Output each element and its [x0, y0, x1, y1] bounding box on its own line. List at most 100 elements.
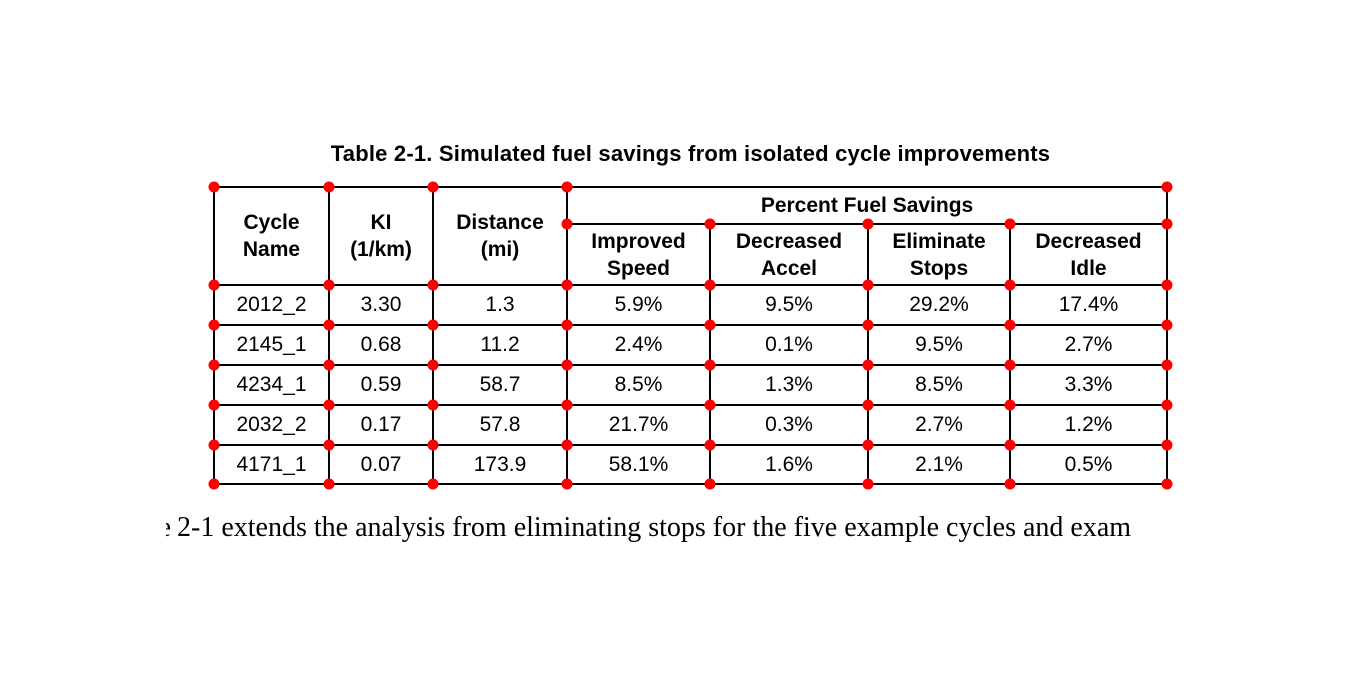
grid-handle-dot[interactable]	[427, 399, 439, 411]
cell-cycle-name: 2145_1	[213, 324, 330, 366]
cell-distance: 11.2	[432, 324, 568, 366]
grid-handle-dot[interactable]	[1004, 399, 1016, 411]
grid-handle-dot[interactable]	[323, 181, 335, 193]
cell-improved-speed: 5.9%	[566, 284, 711, 326]
cell-ki: 0.68	[328, 324, 434, 366]
fuel-savings-table: Cycle Name KI (1/km) Distance (mi) Perce…	[213, 186, 1169, 485]
cell-improved-speed: 58.1%	[566, 444, 711, 485]
grid-handle-dot[interactable]	[427, 181, 439, 193]
grid-handle-dot[interactable]	[1004, 439, 1016, 451]
table-row: 2012_2 3.30 1.3 5.9% 9.5% 29.2% 17.4%	[213, 284, 1169, 326]
grid-handle-dot[interactable]	[704, 319, 716, 331]
grid-handle-dot[interactable]	[1004, 478, 1016, 490]
grid-handle-dot[interactable]	[1161, 319, 1173, 331]
cell-eliminate-stops: 8.5%	[867, 364, 1011, 406]
grid-handle-dot[interactable]	[561, 359, 573, 371]
cell-distance: 173.9	[432, 444, 568, 485]
col-header-ki: KI (1/km)	[328, 186, 434, 286]
grid-handle-dot[interactable]	[208, 319, 220, 331]
grid-handle-dot[interactable]	[862, 218, 874, 230]
grid-handle-dot[interactable]	[427, 319, 439, 331]
grid-handle-dot[interactable]	[323, 399, 335, 411]
body-text-line: e2-1 extends the analysis from eliminati…	[166, 509, 1131, 547]
table-row: 4171_1 0.07 173.9 58.1% 1.6% 2.1% 0.5%	[213, 444, 1169, 485]
grid-handle-dot[interactable]	[1161, 399, 1173, 411]
grid-handle-dot[interactable]	[862, 399, 874, 411]
grid-handle-dot[interactable]	[208, 478, 220, 490]
grid-handle-dot[interactable]	[1004, 279, 1016, 291]
grid-handle-dot[interactable]	[427, 359, 439, 371]
grid-handle-dot[interactable]	[704, 359, 716, 371]
grid-handle-dot[interactable]	[561, 181, 573, 193]
grid-handle-dot[interactable]	[1161, 439, 1173, 451]
header-row-group: Cycle Name KI (1/km) Distance (mi) Perce…	[213, 186, 1169, 286]
grid-handle-dot[interactable]	[704, 399, 716, 411]
grid-handle-dot[interactable]	[862, 279, 874, 291]
cell-improved-speed: 21.7%	[566, 404, 711, 446]
grid-handle-dot[interactable]	[561, 218, 573, 230]
grid-handle-dot[interactable]	[704, 279, 716, 291]
grid-handle-dot[interactable]	[323, 478, 335, 490]
cell-distance: 57.8	[432, 404, 568, 446]
cell-decreased-accel: 0.1%	[709, 324, 869, 366]
grid-handle-dot[interactable]	[323, 359, 335, 371]
cell-eliminate-stops: 2.7%	[867, 404, 1011, 446]
grid-handle-dot[interactable]	[561, 319, 573, 331]
grid-handle-dot[interactable]	[561, 279, 573, 291]
cell-decreased-idle: 3.3%	[1008, 364, 1169, 406]
grid-handle-dot[interactable]	[704, 478, 716, 490]
cell-decreased-accel: 9.5%	[709, 284, 869, 326]
grid-handle-dot[interactable]	[704, 218, 716, 230]
grid-handle-dot[interactable]	[208, 279, 220, 291]
grid-handle-dot[interactable]	[1161, 359, 1173, 371]
grid-handle-dot[interactable]	[208, 181, 220, 193]
grid-handle-dot[interactable]	[862, 439, 874, 451]
grid-handle-dot[interactable]	[1161, 218, 1173, 230]
grid-handle-dot[interactable]	[323, 279, 335, 291]
cell-decreased-idle: 0.5%	[1008, 444, 1169, 485]
grid-handle-dot[interactable]	[862, 319, 874, 331]
grid-handle-dot[interactable]	[1161, 279, 1173, 291]
cell-decreased-accel: 1.6%	[709, 444, 869, 485]
table-row: 2145_1 0.68 11.2 2.4% 0.1% 9.5% 2.7%	[213, 324, 1169, 366]
grid-handle-dot[interactable]	[1004, 319, 1016, 331]
cell-ki: 0.59	[328, 364, 434, 406]
grid-handle-dot[interactable]	[1161, 478, 1173, 490]
cell-distance: 58.7	[432, 364, 568, 406]
grid-handle-dot[interactable]	[323, 319, 335, 331]
cell-cycle-name: 4234_1	[213, 364, 330, 406]
cell-eliminate-stops: 29.2%	[867, 284, 1011, 326]
grid-handle-dot[interactable]	[862, 359, 874, 371]
grid-handle-dot[interactable]	[704, 439, 716, 451]
cell-decreased-idle: 17.4%	[1008, 284, 1169, 326]
cell-decreased-idle: 2.7%	[1008, 324, 1169, 366]
grid-handle-dot[interactable]	[427, 279, 439, 291]
table-row: 4234_1 0.59 58.7 8.5% 1.3% 8.5% 3.3%	[213, 364, 1169, 406]
cell-distance: 1.3	[432, 284, 568, 326]
cell-ki: 3.30	[328, 284, 434, 326]
grid-handle-dot[interactable]	[561, 399, 573, 411]
grid-handle-dot[interactable]	[323, 439, 335, 451]
grid-handle-dot[interactable]	[561, 478, 573, 490]
col-header-distance: Distance (mi)	[432, 186, 568, 286]
grid-handle-dot[interactable]	[1161, 181, 1173, 193]
body-text: 2-1 extends the analysis from eliminatin…	[177, 512, 1132, 543]
grid-handle-dot[interactable]	[208, 439, 220, 451]
cell-cycle-name: 2032_2	[213, 404, 330, 446]
clipped-word-fragment: e	[166, 509, 171, 547]
grid-handle-dot[interactable]	[208, 359, 220, 371]
grid-handle-dot[interactable]	[1004, 359, 1016, 371]
col-header-improved-speed: Improved Speed	[566, 223, 711, 286]
grid-handle-dot[interactable]	[862, 478, 874, 490]
grid-handle-dot[interactable]	[427, 478, 439, 490]
table-caption: Table 2-1. Simulated fuel savings from i…	[330, 141, 1051, 166]
grid-handle-dot[interactable]	[208, 399, 220, 411]
cell-improved-speed: 2.4%	[566, 324, 711, 366]
grid-handle-dot[interactable]	[427, 439, 439, 451]
cell-decreased-accel: 1.3%	[709, 364, 869, 406]
col-header-eliminate-stops: Eliminate Stops	[867, 223, 1011, 286]
grid-handle-dot[interactable]	[1004, 218, 1016, 230]
grid-handle-dot[interactable]	[561, 439, 573, 451]
col-header-decreased-accel: Decreased Accel	[709, 223, 869, 286]
cell-eliminate-stops: 2.1%	[867, 444, 1011, 485]
